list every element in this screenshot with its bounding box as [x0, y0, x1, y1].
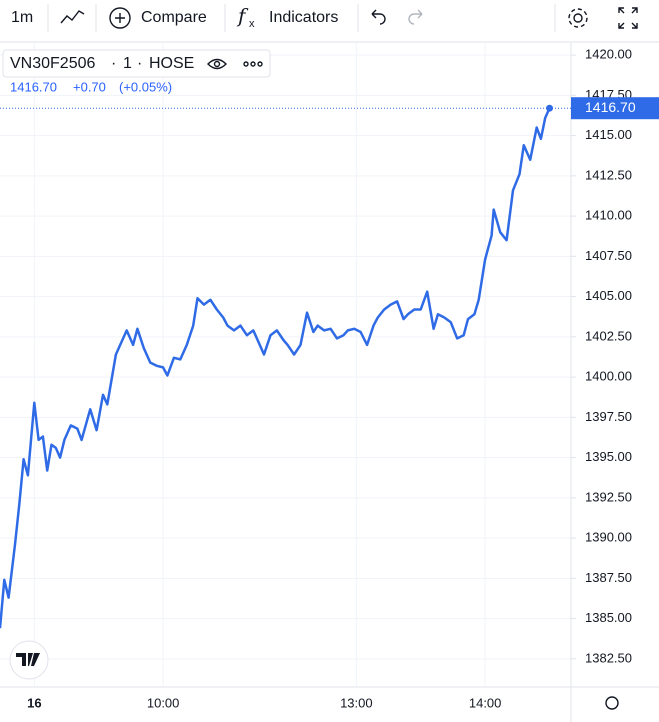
logo[interactable] [9, 640, 49, 680]
time-settings-icon[interactable] [605, 696, 619, 710]
dot: · [137, 55, 142, 72]
last-price-label: 1416.70 [585, 99, 636, 115]
y-tick-label: 1390.00 [585, 530, 632, 545]
x-tick-label: 14:00 [469, 695, 502, 710]
last-point [546, 104, 554, 112]
compare-button[interactable]: Compare [141, 9, 207, 26]
compare-icon[interactable] [109, 7, 131, 29]
y-tick-label: 1412.50 [585, 167, 632, 182]
last-price: 1416.70 [10, 79, 57, 94]
plot [0, 104, 571, 629]
eye-pupil [213, 60, 221, 68]
change: +0.70 [73, 79, 106, 94]
price-line [0, 107, 551, 629]
y-tick-label: 1387.50 [585, 570, 632, 585]
legend-box [2, 49, 271, 78]
y-tick-label: 1395.00 [585, 449, 632, 464]
x-tick-label: 13:00 [340, 695, 373, 710]
compare-plus [115, 13, 125, 23]
more-icon[interactable] [243, 61, 263, 67]
y-tick-label: 1407.50 [585, 248, 632, 263]
interval-button[interactable]: 1m [11, 9, 33, 26]
grid [0, 43, 571, 687]
legend: VN30F2506 · 1 · HOSE 1416.70 +0.70 (+0.0… [2, 49, 271, 94]
y-tick-label: 1392.50 [585, 489, 632, 504]
y-tick-label: 1385.00 [585, 610, 632, 625]
redo-icon[interactable] [408, 9, 423, 25]
toolbar: 1m Compare f x Indicators [0, 0, 659, 43]
fullscreen-icon[interactable] [618, 7, 638, 29]
y-tick-label: 1402.50 [585, 328, 632, 343]
dot: · [111, 55, 116, 72]
y-tick-label: 1410.00 [585, 208, 632, 223]
y-tick-label: 1397.50 [585, 409, 632, 424]
settings-icon[interactable] [573, 13, 583, 23]
eye-icon[interactable] [207, 58, 227, 70]
y-tick-label: 1415.00 [585, 127, 632, 142]
indicators-button[interactable]: Indicators [269, 9, 338, 26]
symbol[interactable]: VN30F2506 [10, 55, 95, 72]
logo-mark [16, 653, 40, 666]
undo-icon[interactable] [371, 9, 386, 25]
indicators-icon-x: x [249, 18, 255, 30]
legend-interval: 1 [123, 55, 132, 72]
y-tick-label: 1400.00 [585, 369, 632, 384]
y-tick-label: 1420.00 [585, 47, 632, 62]
chart-type-icon[interactable] [60, 10, 85, 24]
x-tick-label: 10:00 [147, 695, 180, 710]
settings-gear [568, 8, 588, 28]
y-tick-label: 1382.50 [585, 650, 632, 665]
y-tick-label: 1405.00 [585, 288, 632, 303]
exchange: HOSE [149, 55, 194, 72]
last-price-badge [571, 97, 659, 120]
x-tick-label: 16 [27, 695, 41, 710]
change-pct: (+0.05%) [119, 79, 172, 94]
